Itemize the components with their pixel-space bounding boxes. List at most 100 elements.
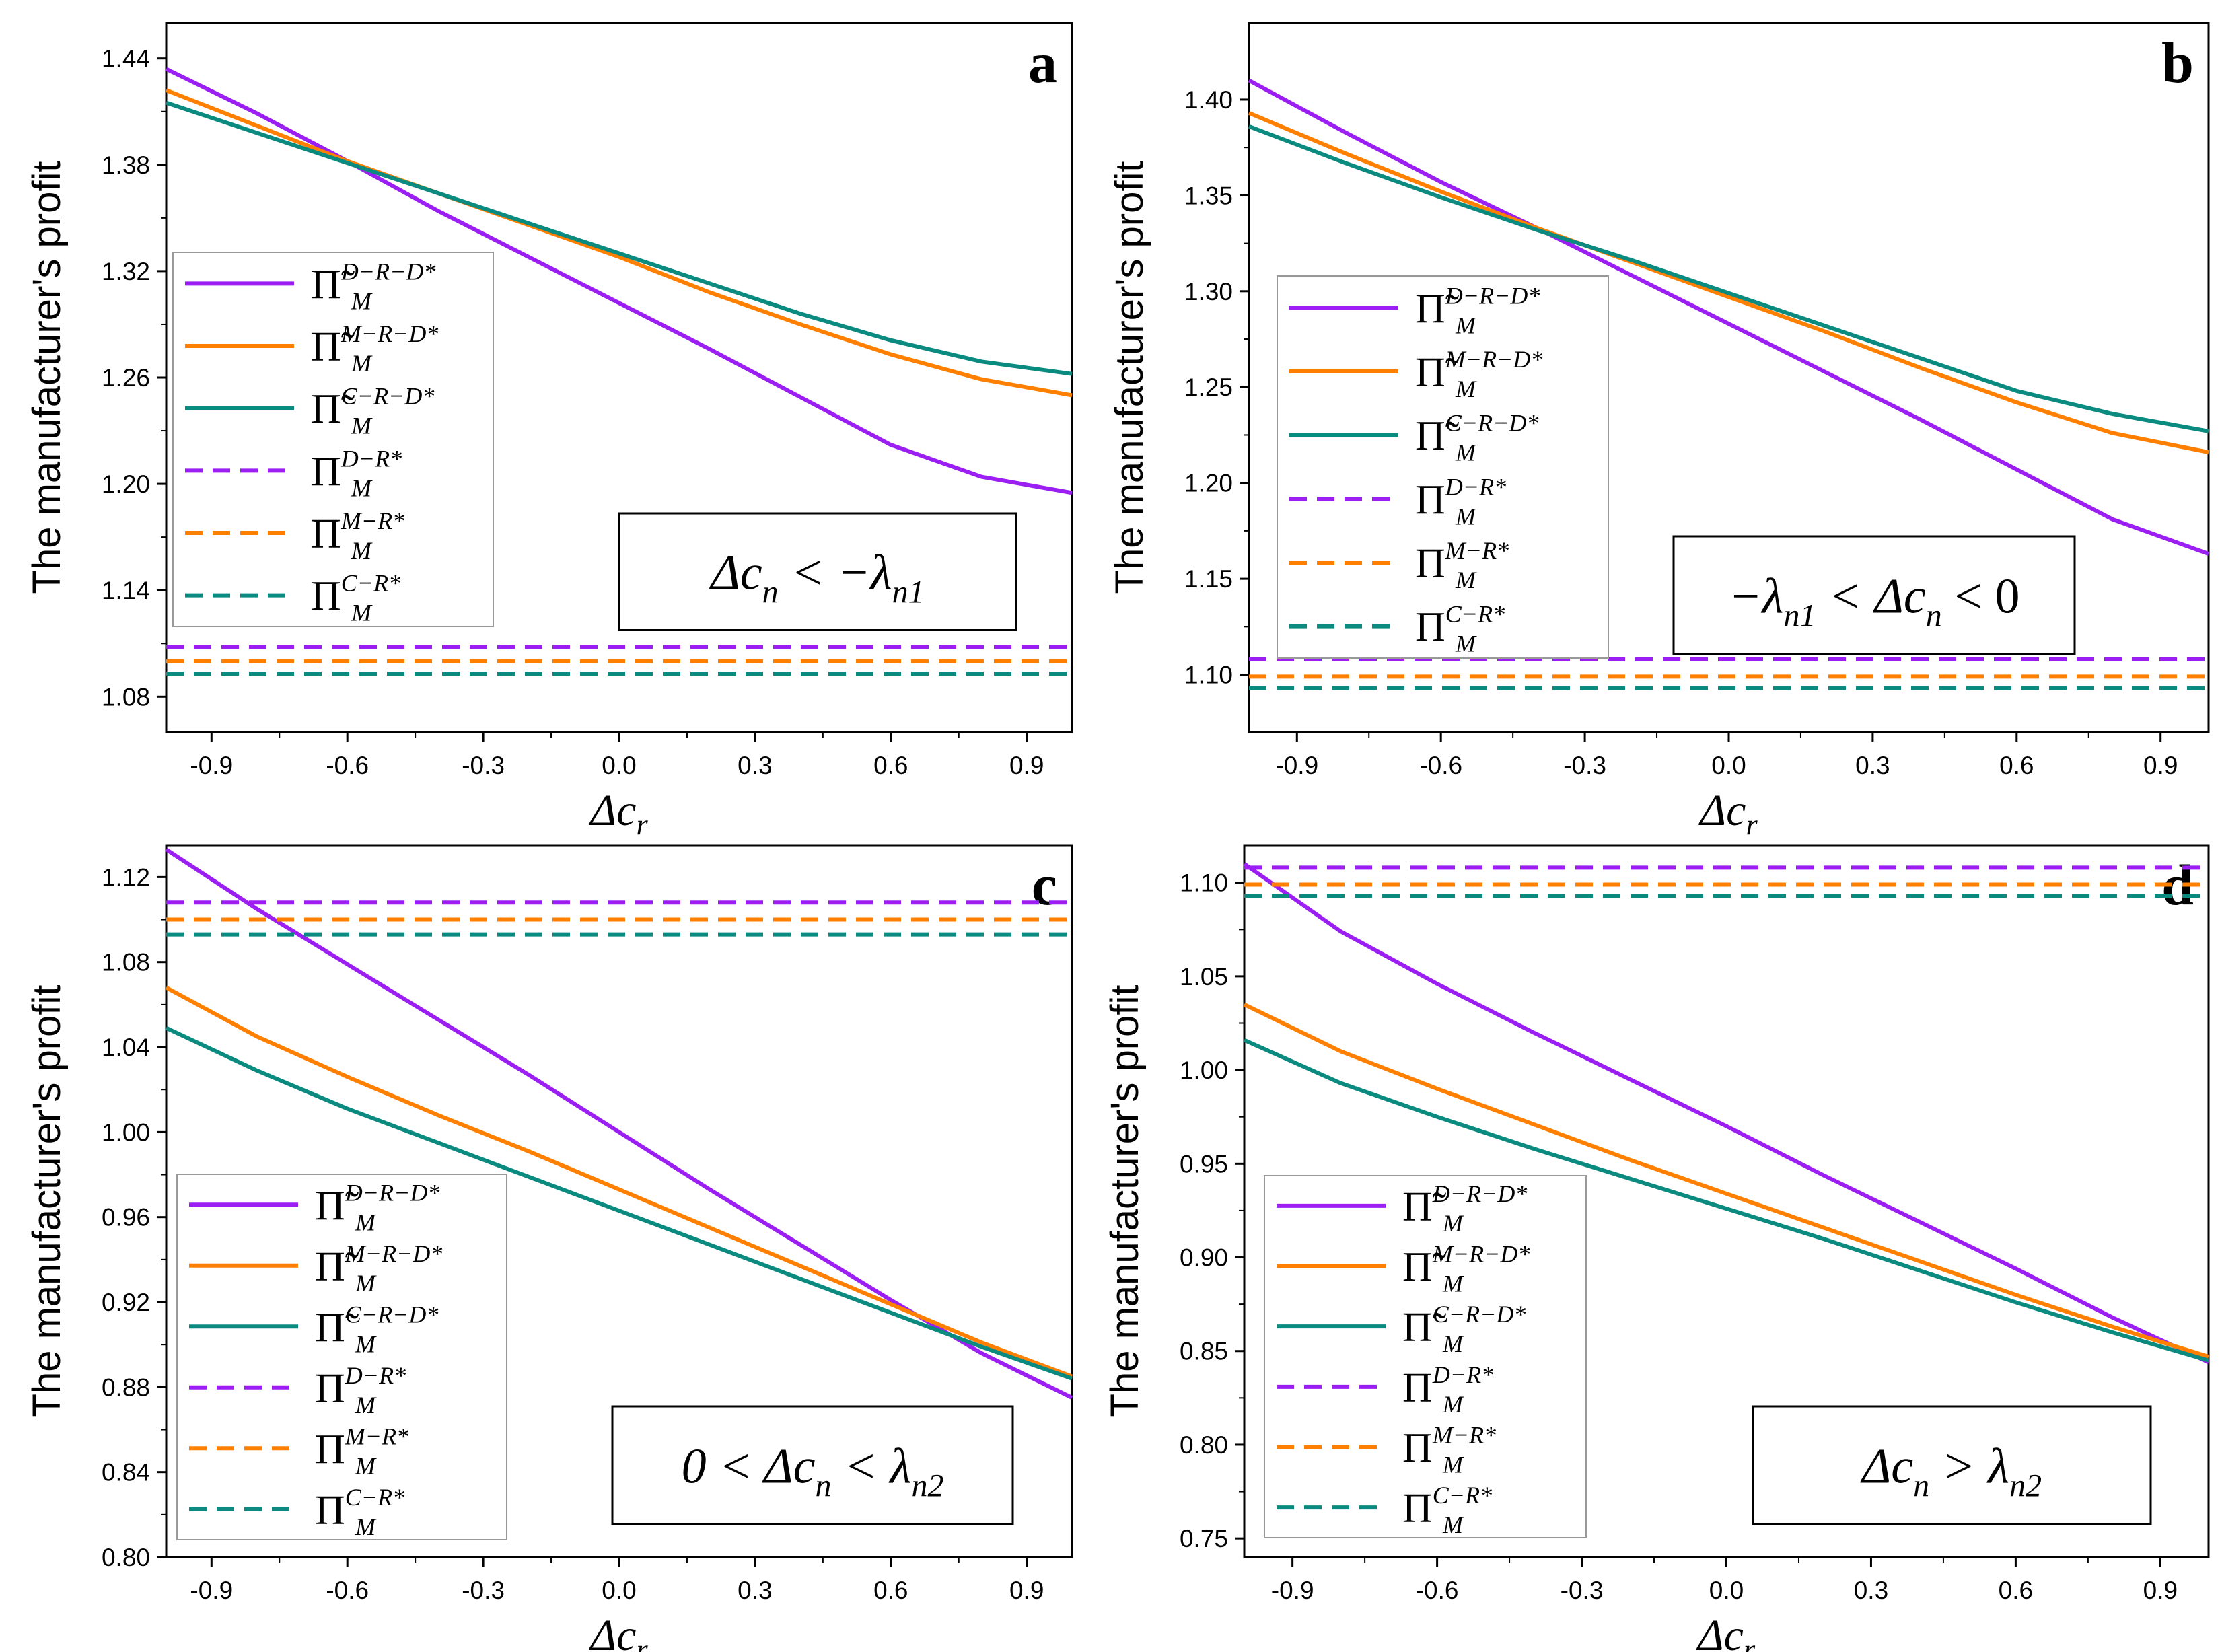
legend-box xyxy=(1264,1175,1587,1538)
legend-label-sub: M xyxy=(355,1209,377,1235)
legend-label-sub: M xyxy=(1442,1270,1464,1297)
y-tick-label: 1.08 xyxy=(102,949,150,976)
x-axis-label: Δcr xyxy=(1698,786,1758,841)
x-axis-label: Δcr xyxy=(1696,1611,1756,1652)
panel-label: c xyxy=(1032,853,1057,917)
x-tick-label: -0.3 xyxy=(462,752,505,779)
legend-label-base: Π xyxy=(1415,477,1445,523)
legend-label-base: Π xyxy=(1402,1486,1433,1532)
y-tick-label: 1.00 xyxy=(1180,1056,1228,1084)
y-axis-label: The manufacturer's profit xyxy=(25,161,69,594)
series-line-crd xyxy=(1243,1038,2209,1363)
legend-label-sup: C−R−D* xyxy=(1445,410,1539,437)
legend-label: Π̃M−R−D* M xyxy=(1402,1241,1530,1297)
x-tick-label: 0.6 xyxy=(873,1577,908,1604)
legend-label-sup: C−R−D* xyxy=(345,1301,439,1328)
condition-part: 0 < Δc xyxy=(682,1439,816,1495)
condition-part: < −λ xyxy=(779,546,892,601)
x-tick-label: 0.3 xyxy=(1854,1577,1888,1604)
legend-label: ΠC−R* M xyxy=(1415,601,1505,657)
legend-label-sup: M−R−D* xyxy=(341,320,439,347)
legend-label-sup: D−R−D* xyxy=(1432,1180,1528,1207)
series-line-mrd xyxy=(1243,1003,2209,1359)
y-tick-label: 0.96 xyxy=(102,1204,150,1231)
legend-label-sub: M xyxy=(355,1330,377,1357)
legend-label-sup: C−R* xyxy=(345,1484,404,1511)
condition-text: Δcn > λn2 xyxy=(1860,1439,2042,1504)
legend-label: ΠD−R* M xyxy=(1402,1361,1493,1418)
legend-label-base: Π xyxy=(315,1427,345,1472)
y-tick-label: 1.04 xyxy=(102,1034,150,1061)
series-line-drd xyxy=(1248,78,2210,556)
y-tick-label: 1.10 xyxy=(1180,869,1228,897)
legend-label-sub: M xyxy=(1442,1511,1464,1538)
series-line-drd xyxy=(165,67,1073,495)
condition-sub: n1 xyxy=(892,575,925,610)
condition-sub: n2 xyxy=(2009,1468,2042,1504)
condition-part: Δc xyxy=(1860,1439,1913,1495)
legend-label-sup: D−R* xyxy=(1445,473,1506,500)
legend-label-sup: M−R* xyxy=(1445,537,1509,564)
legend-label-sup: D−R* xyxy=(345,1362,406,1389)
condition-part: < 0 xyxy=(1942,569,2020,624)
legend-label-sub: M xyxy=(1455,375,1477,402)
legend-label-sub: M xyxy=(1442,1330,1464,1357)
x-tick-label: 0.3 xyxy=(738,1577,772,1604)
y-tick-label: 1.30 xyxy=(1184,278,1233,306)
condition-box xyxy=(618,512,1017,631)
legend-label-sup: C−R* xyxy=(1433,1482,1492,1509)
chart-panel-d: -0.9 -0.6 -0.3 0.0 0.3 0.6 0.9 0.75 0.80 0.85 0.90… xyxy=(1103,844,2210,1652)
legend-label-sub: M xyxy=(1455,312,1477,338)
legend-label-sup: M−R−D* xyxy=(1445,346,1543,373)
y-tick-label: 0.95 xyxy=(1180,1150,1228,1178)
legend-label-base: Π xyxy=(315,1488,345,1534)
x-tick-label: -0.6 xyxy=(326,1577,369,1604)
legend-label: ΠD−R* M xyxy=(315,1362,406,1418)
legend-label: ΠC−R* M xyxy=(315,1484,404,1540)
legend-label-sub: M xyxy=(1442,1391,1464,1418)
y-tick-label: 1.00 xyxy=(102,1118,150,1146)
condition-part: < Δc xyxy=(1816,569,1926,624)
legend-label: ΠD−R* M xyxy=(1415,473,1506,530)
legend: Π̃D−R−D* MΠ̃M−R−D* MΠ̃C−R−D* MΠD−R* MΠM−R* MΠ… xyxy=(176,1174,507,1540)
condition-part: Δc xyxy=(709,546,762,601)
x-tick-label: -0.3 xyxy=(1563,752,1606,779)
legend-label-sub: M xyxy=(355,1270,377,1297)
legend-label-sub: M xyxy=(351,537,373,564)
legend-label-base: Π xyxy=(311,449,341,495)
legend-label: Π̃D−R−D* M xyxy=(1415,282,1540,338)
y-axis-label: The manufacturer's profit xyxy=(1103,985,1147,1418)
legend-label: ΠD−R* M xyxy=(311,445,402,501)
x-tick-label: -0.3 xyxy=(462,1577,505,1604)
condition-text: Δcn < −λn1 xyxy=(709,546,924,610)
legend-label-sub: M xyxy=(1442,1451,1464,1478)
x-tick-label: 0.0 xyxy=(602,752,636,779)
condition-text: −λn1 < Δcn < 0 xyxy=(1729,569,2020,634)
legend-label: Π̃C−R−D* M xyxy=(1402,1301,1526,1357)
x-axis-label-sub: r xyxy=(636,808,648,841)
legend-label: Π̃D−R−D* M xyxy=(1402,1180,1527,1237)
legend-label: ΠM−R* M xyxy=(311,507,404,564)
series-line-mrd xyxy=(165,88,1073,398)
y-axis-label: The manufacturer's profit xyxy=(25,985,69,1418)
chart-panel-a: -0.9 -0.6 -0.3 0.0 0.3 0.6 0.9 1.08 1.14 1.20 1.26… xyxy=(25,22,1073,841)
series-line-crd xyxy=(1248,124,2209,433)
legend-label-sub: M xyxy=(355,1392,377,1418)
condition-sub: n1 xyxy=(1784,598,1816,634)
chart-panel-c: -0.9 -0.6 -0.3 0.0 0.3 0.6 0.9 0.80 0.84 0.88 0.92… xyxy=(25,844,1073,1652)
y-tick-label: 0.92 xyxy=(102,1289,150,1316)
x-axis-label-sub: r xyxy=(1746,808,1758,841)
x-tick-label: -0.9 xyxy=(1271,1577,1314,1604)
condition-part: < λ xyxy=(831,1439,911,1495)
legend-box xyxy=(1277,275,1609,659)
x-tick-label: 0.9 xyxy=(1009,1577,1044,1604)
y-tick-label: 1.44 xyxy=(102,45,150,73)
legend-label-sub: M xyxy=(1455,631,1477,657)
legend-label: Π̃D−R−D* M xyxy=(315,1179,439,1235)
y-tick-label: 1.20 xyxy=(1184,470,1233,497)
series-line-mrd xyxy=(1248,111,2209,455)
x-axis-label: Δcr xyxy=(588,786,648,841)
legend-label-sup: C−R* xyxy=(1445,601,1505,628)
x-tick-label: -0.6 xyxy=(326,752,369,779)
